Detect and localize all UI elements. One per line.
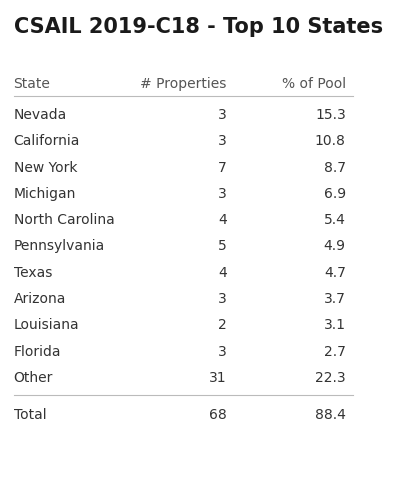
- Text: 10.8: 10.8: [315, 134, 346, 149]
- Text: 7: 7: [218, 161, 227, 175]
- Text: 4: 4: [218, 266, 227, 280]
- Text: Nevada: Nevada: [13, 108, 67, 122]
- Text: 22.3: 22.3: [315, 371, 346, 385]
- Text: 4.9: 4.9: [324, 240, 346, 253]
- Text: Florida: Florida: [13, 344, 61, 358]
- Text: CSAIL 2019-C18 - Top 10 States: CSAIL 2019-C18 - Top 10 States: [13, 17, 383, 37]
- Text: 31: 31: [209, 371, 227, 385]
- Text: Pennsylvania: Pennsylvania: [13, 240, 105, 253]
- Text: 88.4: 88.4: [315, 408, 346, 422]
- Text: 5: 5: [218, 240, 227, 253]
- Text: Michigan: Michigan: [13, 187, 76, 201]
- Text: 68: 68: [209, 408, 227, 422]
- Text: 15.3: 15.3: [315, 108, 346, 122]
- Text: 8.7: 8.7: [324, 161, 346, 175]
- Text: 2: 2: [218, 318, 227, 332]
- Text: California: California: [13, 134, 80, 149]
- Text: 5.4: 5.4: [324, 213, 346, 227]
- Text: State: State: [13, 77, 50, 92]
- Text: Other: Other: [13, 371, 53, 385]
- Text: 3: 3: [218, 344, 227, 358]
- Text: 3: 3: [218, 134, 227, 149]
- Text: 4: 4: [218, 213, 227, 227]
- Text: 3: 3: [218, 187, 227, 201]
- Text: Louisiana: Louisiana: [13, 318, 79, 332]
- Text: North Carolina: North Carolina: [13, 213, 114, 227]
- Text: 3: 3: [218, 108, 227, 122]
- Text: Total: Total: [13, 408, 46, 422]
- Text: New York: New York: [13, 161, 77, 175]
- Text: 6.9: 6.9: [324, 187, 346, 201]
- Text: % of Pool: % of Pool: [282, 77, 346, 92]
- Text: 3.7: 3.7: [324, 292, 346, 306]
- Text: 3.1: 3.1: [324, 318, 346, 332]
- Text: 3: 3: [218, 292, 227, 306]
- Text: 2.7: 2.7: [324, 344, 346, 358]
- Text: # Properties: # Properties: [140, 77, 227, 92]
- Text: Arizona: Arizona: [13, 292, 66, 306]
- Text: 4.7: 4.7: [324, 266, 346, 280]
- Text: Texas: Texas: [13, 266, 52, 280]
